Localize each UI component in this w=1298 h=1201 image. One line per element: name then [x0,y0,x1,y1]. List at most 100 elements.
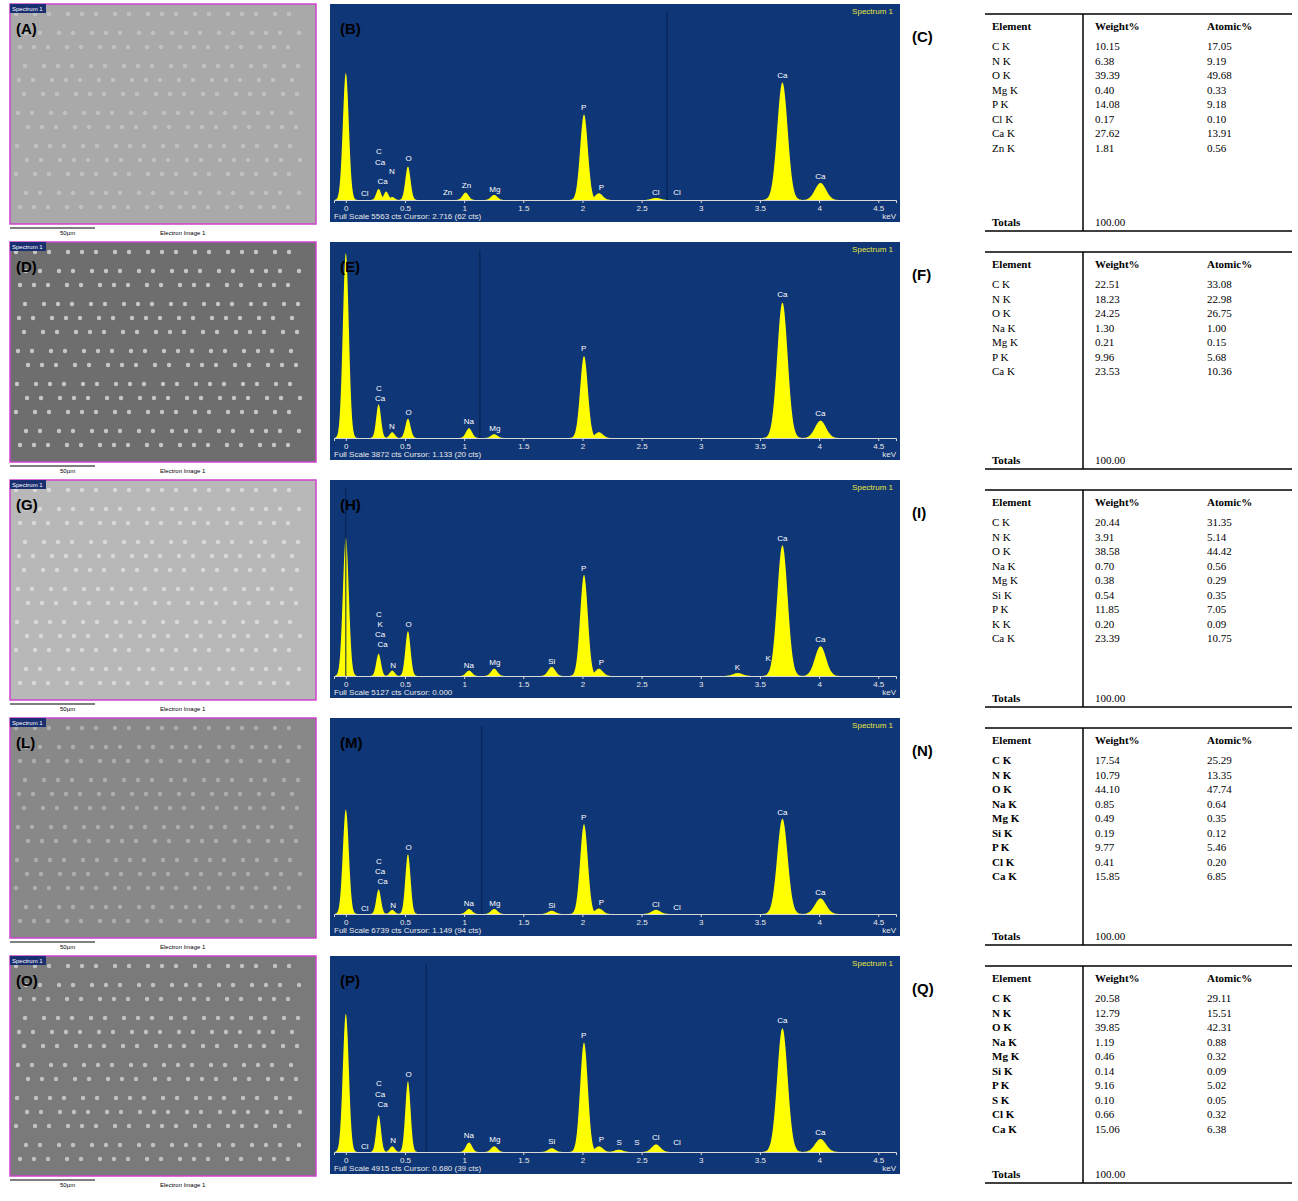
composition-table: (Q)ElementWeight%Atomic%C K20.5829.11N K… [912,966,1292,1183]
texture-spot [226,488,230,492]
texture-spot [73,363,77,367]
element-cell: O K [992,783,1012,795]
element-cell: Ca K [992,870,1017,882]
texture-spot [113,726,117,730]
texture-spot [136,1016,140,1020]
peak-labels: CCaCaClNONaMgSiPPSSClClCaCa [361,1016,826,1150]
peak-label: P [599,183,604,192]
texture-spot [110,825,114,829]
x-axis-title: keV [882,212,896,221]
tick-mark [523,438,524,441]
peak-label: Ca [375,630,386,639]
value-cell: 18.23 [1095,293,1120,305]
value-cell: 10.75 [1207,632,1232,644]
texture-spot [166,1110,170,1114]
texture-spot [118,31,122,35]
texture-spot [120,839,124,843]
texture-spot [128,620,132,624]
texture-spot [39,158,43,162]
texture-spot [194,1096,198,1100]
texture-spot [207,726,211,730]
texture-spot [278,507,282,511]
spectrum-peak [583,432,614,438]
texture-spot [66,410,70,414]
cursor-line [481,726,482,914]
peak-label: Ca [375,394,386,403]
texture-spot [46,205,50,209]
texture-spot [46,283,50,287]
texture-spot [232,872,236,876]
texture-spot [274,858,278,862]
texture-spot [71,667,75,671]
texture-spot [86,396,90,400]
texture-spot [128,858,132,862]
tick-mark [819,1152,820,1155]
tick-label: 2 [581,442,586,451]
texture-spot [64,316,68,320]
texture-spot [88,568,92,572]
texture-spot [278,1143,282,1147]
texture-spot [42,778,46,782]
texture-spot [65,521,69,525]
element-cell: Si K [992,589,1012,601]
texture-spot [127,488,131,492]
texture-spot [270,349,274,353]
value-cell: 0.40 [1095,84,1115,96]
spectrum-peak [569,356,599,438]
texture-spot [176,111,180,115]
texture-spot [174,726,178,730]
texture-spot [103,540,107,544]
spectrum-peak [482,669,507,676]
texture-spot [208,144,212,148]
texture-spot [80,250,84,254]
value-cell: 44.42 [1207,545,1232,557]
peak-label: Ca [815,1128,826,1137]
texture-spot [274,382,278,386]
texture-spot [198,745,202,749]
texture-spot [118,667,122,671]
x-tick: 0 [344,438,349,451]
texture-spot [206,521,210,525]
spectrum-peak [457,909,481,914]
texture-spot [17,1030,21,1034]
texture-spot [257,554,261,558]
texture-spot [39,634,43,638]
peak-label: Ca [815,888,826,897]
x-tick: 2 [581,914,586,927]
spectrum-peak [382,432,402,438]
texture-spot [266,601,270,605]
sem-texture [14,250,302,447]
value-cell: 26.75 [1207,307,1232,319]
texture-spot [66,886,70,890]
texture-spot [145,521,149,525]
texture-spot [233,839,237,843]
peak-label: Ca [375,867,386,876]
texture-spot [240,726,244,730]
texture-spot [170,507,174,511]
x-tick: 2.5 [637,914,649,927]
spectrum-peak [639,1144,673,1152]
texture-spot [72,396,76,400]
axis-line [335,439,897,442]
texture-spot [160,410,164,414]
texture-spot [130,78,134,82]
texture-spot [25,158,29,162]
texture-spot [246,158,250,162]
texture-spot [167,125,171,129]
texture-spot [185,158,189,162]
texture-spot [232,634,236,638]
sem-tag-box [10,480,46,489]
texture-spot [151,429,155,433]
texture-spot [74,806,78,810]
texture-spot [102,1044,106,1048]
texture-spot [167,601,171,605]
tick-mark [760,914,761,917]
x-axis: 00.511.522.533.544.5 [335,914,897,927]
texture-spot [82,111,86,115]
texture-spot [218,396,222,400]
texture-spot [128,1096,132,1100]
texture-spot [49,587,53,591]
texture-spot [182,330,186,334]
texture-spot [287,250,291,254]
tick-mark [346,438,347,441]
